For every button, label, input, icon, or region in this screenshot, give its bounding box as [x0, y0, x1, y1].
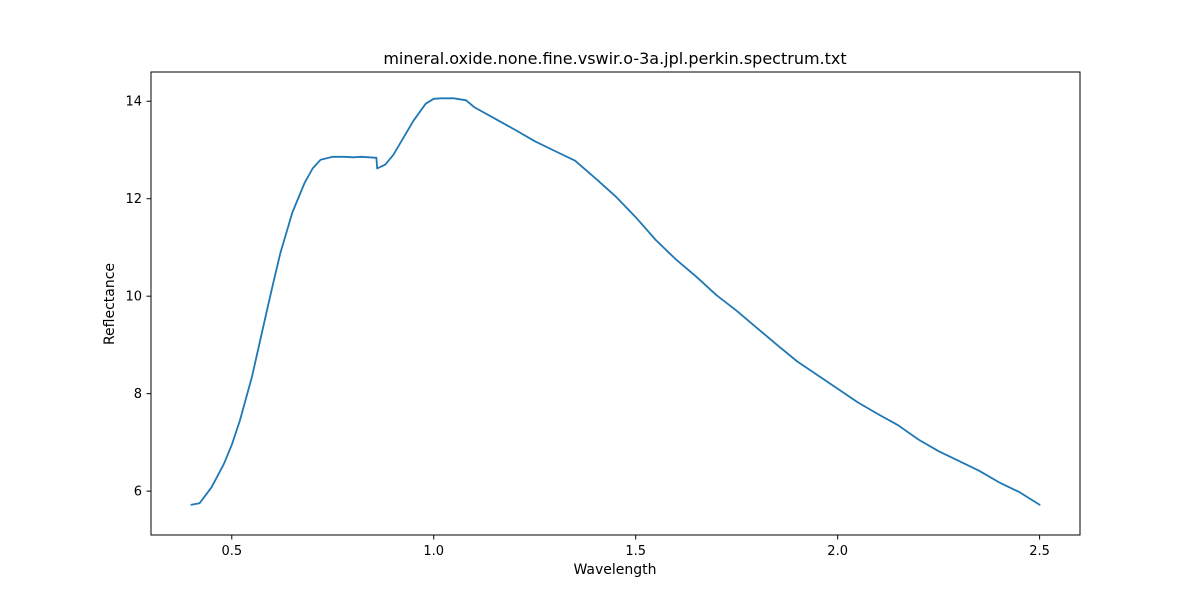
y-tick-label: 6 [134, 485, 142, 500]
spectrum-line [190, 97, 1041, 506]
y-tick-label: 10 [125, 290, 142, 305]
y-axis-label: Reflectance [102, 263, 118, 345]
x-tick-label: 0.5 [221, 544, 242, 559]
chart-title: mineral.oxide.none.fine.vswir.o-3a.jpl.p… [383, 49, 846, 68]
x-tick-label: 1.5 [625, 544, 646, 559]
y-tick-label: 14 [125, 95, 142, 110]
x-tick-label: 2.5 [1029, 544, 1050, 559]
y-tick-label: 12 [125, 192, 142, 207]
plot-area-frame [150, 71, 1081, 536]
x-tick-label: 1.0 [423, 544, 444, 559]
x-tick-label: 2.0 [827, 544, 848, 559]
x-axis-label: Wavelength [573, 562, 656, 578]
y-tick-label: 8 [134, 387, 142, 402]
series-layer [190, 97, 1041, 506]
ticks-layer: 0.5 1.0 1.5 2.0 2.5 6 8 10 12 14 [125, 95, 1049, 559]
